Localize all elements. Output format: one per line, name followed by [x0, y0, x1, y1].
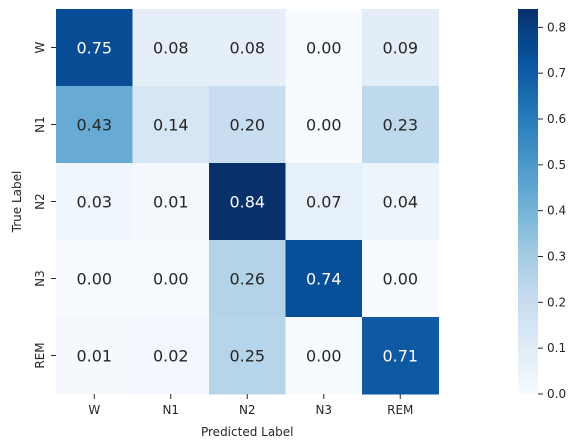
y-tick-label: N1 — [33, 116, 47, 133]
heatmap-cell-n1-n1 — [132, 86, 210, 164]
x-axis-ticks: W N1 N2 N3 REM — [88, 394, 413, 417]
heatmap-cell-w-n2 — [209, 9, 286, 87]
heatmap-cell-n3-n1 — [132, 240, 210, 318]
cell-value-label: 0.71 — [382, 347, 418, 366]
cell-value-label: 0.04 — [382, 193, 418, 212]
colorbar-tick-label: 0.7 — [547, 66, 566, 80]
x-tick-label: N3 — [315, 403, 332, 417]
cell-value-label: 0.00 — [306, 116, 342, 135]
heatmap-cell-rem-n3 — [285, 317, 363, 395]
heatmap-cell-n3-rem — [362, 240, 439, 318]
cell-value-label: 0.02 — [153, 347, 189, 366]
heatmap-cell-n1-n3 — [285, 86, 363, 164]
cell-value-label: 0.43 — [76, 116, 112, 135]
heatmap-cell-n2-rem — [362, 163, 439, 241]
x-tick-label: N1 — [162, 403, 179, 417]
cell-value-label: 0.00 — [153, 270, 189, 289]
heatmap-cell-w-w — [56, 9, 133, 87]
x-axis-title: Predicted Label — [201, 425, 294, 439]
cell-value-label: 0.08 — [229, 39, 265, 58]
heatmap-cell-w-n1 — [132, 9, 210, 87]
y-axis-title: True Label — [10, 171, 24, 234]
cell-value-label: 0.25 — [229, 347, 265, 366]
heatmap-cell-n2-n1 — [132, 163, 210, 241]
cell-value-label: 0.75 — [76, 39, 112, 58]
cell-value-label: 0.08 — [153, 39, 189, 58]
cell-value-label: 0.00 — [382, 270, 418, 289]
heatmap-cell-rem-w — [56, 317, 133, 395]
cell-value-label: 0.03 — [76, 193, 112, 212]
x-tick-label: N2 — [239, 403, 256, 417]
heatmap-cell-w-rem — [362, 9, 439, 87]
heatmap-cells — [56, 9, 439, 395]
colorbar-tick-label: 0.8 — [547, 20, 566, 34]
cell-value-label: 0.84 — [229, 193, 265, 212]
colorbar-tick-label: 0.4 — [547, 204, 566, 218]
colorbar-tick-label: 0.6 — [547, 112, 566, 126]
colorbar-tick-label: 0.1 — [547, 341, 566, 355]
colorbar — [518, 9, 538, 394]
heatmap-cell-n3-n2 — [209, 240, 286, 318]
cell-value-label: 0.23 — [382, 116, 418, 135]
y-tick-label: N2 — [33, 193, 47, 210]
colorbar-tick-label: 0.5 — [547, 158, 566, 172]
cell-value-label: 0.01 — [76, 347, 112, 366]
cell-value-label: 0.00 — [306, 39, 342, 58]
heatmap-cell-n1-n2 — [209, 86, 286, 164]
x-tick-label: REM — [387, 403, 413, 417]
heatmap-cell-rem-n2 — [209, 317, 286, 395]
cell-value-label: 0.20 — [229, 116, 265, 135]
heatmap-cell-rem-rem — [362, 317, 439, 395]
cell-value-label: 0.00 — [76, 270, 112, 289]
colorbar-tick-label: 0.0 — [547, 387, 566, 401]
cell-value-label: 0.01 — [153, 193, 189, 212]
heatmap-cell-n1-rem — [362, 86, 439, 164]
colorbar-tick-label: 0.2 — [547, 295, 566, 309]
colorbar-ticks: 0.0 0.1 0.2 0.3 0.4 0.5 0.6 0.7 0.8 — [538, 20, 566, 401]
heatmap-cell-n3-n3 — [285, 240, 363, 318]
y-tick-label: W — [33, 41, 47, 53]
heatmap-cell-n1-w — [56, 86, 133, 164]
cell-value-label: 0.07 — [306, 193, 342, 212]
heatmap-cell-n2-n2 — [209, 163, 286, 241]
x-tick-label: W — [88, 403, 100, 417]
cell-value-label: 0.09 — [382, 39, 418, 58]
y-tick-label: REM — [33, 342, 47, 368]
heatmap-cell-w-n3 — [285, 9, 363, 87]
cell-value-label: 0.26 — [229, 270, 265, 289]
cell-value-label: 0.00 — [306, 347, 342, 366]
y-tick-label: N3 — [33, 270, 47, 287]
heatmap-cell-rem-n1 — [132, 317, 210, 395]
heatmap-cell-n3-w — [56, 240, 133, 318]
heatmap-cell-n2-n3 — [285, 163, 363, 241]
cell-value-label: 0.74 — [306, 270, 342, 289]
heatmap-cell-labels: 0.75 0.08 0.08 0.00 0.09 0.43 0.14 0.20 0.00 0.23… — [76, 39, 418, 366]
colorbar-tick-label: 0.3 — [547, 250, 566, 264]
heatmap-cell-n2-w — [56, 163, 133, 241]
cell-value-label: 0.14 — [153, 116, 189, 135]
y-axis-ticks: W N1 N2 N3 REM — [33, 41, 56, 369]
